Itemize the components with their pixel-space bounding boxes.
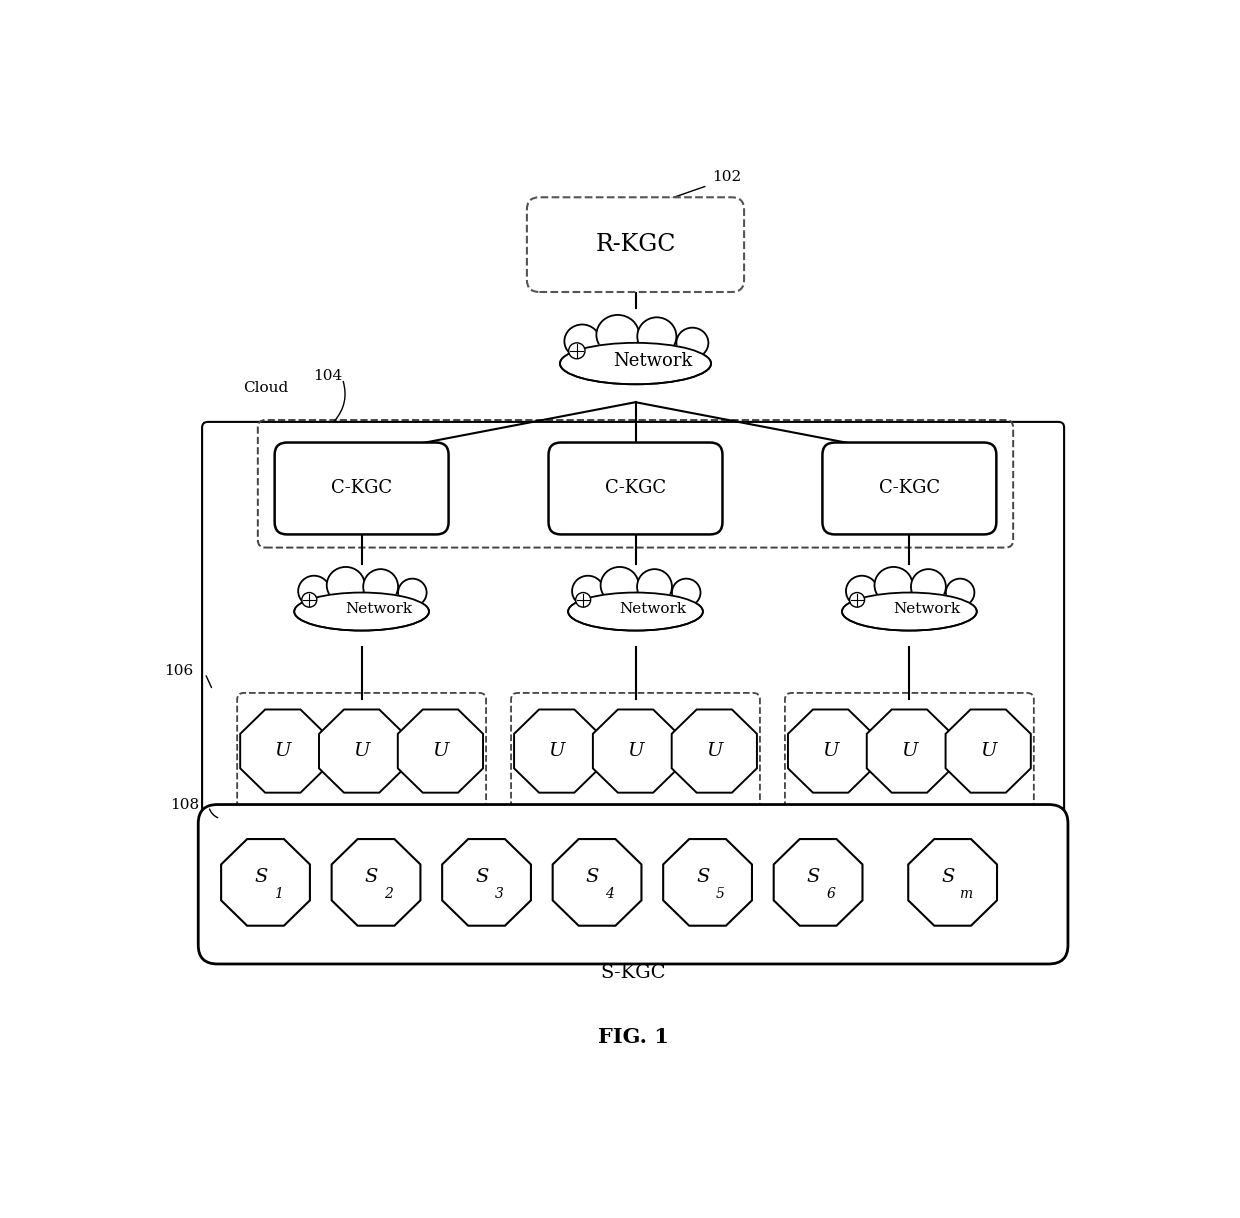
Polygon shape xyxy=(946,710,1030,793)
Text: 3: 3 xyxy=(495,887,503,900)
Text: Network: Network xyxy=(613,352,692,370)
Polygon shape xyxy=(398,710,484,793)
FancyBboxPatch shape xyxy=(274,442,449,535)
Text: m: m xyxy=(959,887,972,900)
Ellipse shape xyxy=(843,592,975,627)
Ellipse shape xyxy=(874,566,913,603)
Polygon shape xyxy=(221,839,310,926)
Text: U: U xyxy=(901,742,918,760)
Text: S: S xyxy=(585,867,599,885)
Polygon shape xyxy=(787,710,873,793)
Ellipse shape xyxy=(296,592,428,627)
Text: 4: 4 xyxy=(605,887,614,900)
Text: Network: Network xyxy=(346,602,413,615)
Text: U: U xyxy=(433,742,449,760)
FancyBboxPatch shape xyxy=(548,442,723,535)
Ellipse shape xyxy=(572,576,604,607)
Text: 2: 2 xyxy=(384,887,393,900)
Text: S: S xyxy=(365,867,378,885)
Ellipse shape xyxy=(846,576,878,607)
Text: U: U xyxy=(353,742,370,760)
Ellipse shape xyxy=(672,579,701,607)
Text: Network: Network xyxy=(893,602,960,615)
Ellipse shape xyxy=(298,576,330,607)
Text: S: S xyxy=(475,867,489,885)
Text: 1: 1 xyxy=(274,887,283,900)
Text: Network: Network xyxy=(619,602,687,615)
Ellipse shape xyxy=(560,342,711,385)
Text: U: U xyxy=(274,742,291,760)
Text: S: S xyxy=(254,867,268,885)
Text: U: U xyxy=(706,742,723,760)
FancyBboxPatch shape xyxy=(527,197,744,292)
Polygon shape xyxy=(774,839,863,926)
Text: C-KGC: C-KGC xyxy=(605,480,666,497)
Ellipse shape xyxy=(568,592,703,631)
Ellipse shape xyxy=(564,324,600,358)
Ellipse shape xyxy=(911,569,946,604)
Ellipse shape xyxy=(637,318,676,356)
Ellipse shape xyxy=(562,342,709,380)
Text: 106: 106 xyxy=(164,664,193,678)
Text: S: S xyxy=(941,867,955,885)
Text: Cloud: Cloud xyxy=(243,381,289,395)
Text: 5: 5 xyxy=(715,887,724,900)
Polygon shape xyxy=(331,839,420,926)
Ellipse shape xyxy=(676,328,708,358)
Text: U: U xyxy=(627,742,644,760)
Text: R-KGC: R-KGC xyxy=(595,233,676,256)
FancyBboxPatch shape xyxy=(198,805,1068,963)
Polygon shape xyxy=(867,710,952,793)
Text: FIG. 1: FIG. 1 xyxy=(598,1027,670,1047)
Text: 108: 108 xyxy=(170,798,200,811)
Polygon shape xyxy=(663,839,751,926)
Polygon shape xyxy=(672,710,756,793)
Ellipse shape xyxy=(569,592,702,627)
Text: S: S xyxy=(806,867,820,885)
Ellipse shape xyxy=(842,592,977,631)
Ellipse shape xyxy=(600,566,639,603)
Ellipse shape xyxy=(946,579,975,607)
Text: U: U xyxy=(548,742,565,760)
Polygon shape xyxy=(553,839,641,926)
Ellipse shape xyxy=(596,315,639,354)
Circle shape xyxy=(301,592,316,608)
Text: C-KGC: C-KGC xyxy=(331,480,392,497)
Polygon shape xyxy=(593,710,678,793)
Text: 102: 102 xyxy=(712,169,742,184)
Ellipse shape xyxy=(363,569,398,604)
Text: S: S xyxy=(696,867,709,885)
Ellipse shape xyxy=(398,579,427,607)
Text: S-KGC: S-KGC xyxy=(601,965,666,983)
Polygon shape xyxy=(908,839,997,926)
Text: U: U xyxy=(980,742,997,760)
Polygon shape xyxy=(241,710,325,793)
Circle shape xyxy=(569,342,585,359)
Circle shape xyxy=(849,592,864,608)
Text: C-KGC: C-KGC xyxy=(879,480,940,497)
Ellipse shape xyxy=(637,569,672,604)
Polygon shape xyxy=(319,710,404,793)
Polygon shape xyxy=(515,710,599,793)
Text: 104: 104 xyxy=(314,369,342,382)
Text: U: U xyxy=(822,742,838,760)
Polygon shape xyxy=(443,839,531,926)
Ellipse shape xyxy=(294,592,429,631)
FancyBboxPatch shape xyxy=(822,442,997,535)
Ellipse shape xyxy=(326,566,365,603)
Text: 6: 6 xyxy=(826,887,835,900)
Circle shape xyxy=(575,592,590,608)
